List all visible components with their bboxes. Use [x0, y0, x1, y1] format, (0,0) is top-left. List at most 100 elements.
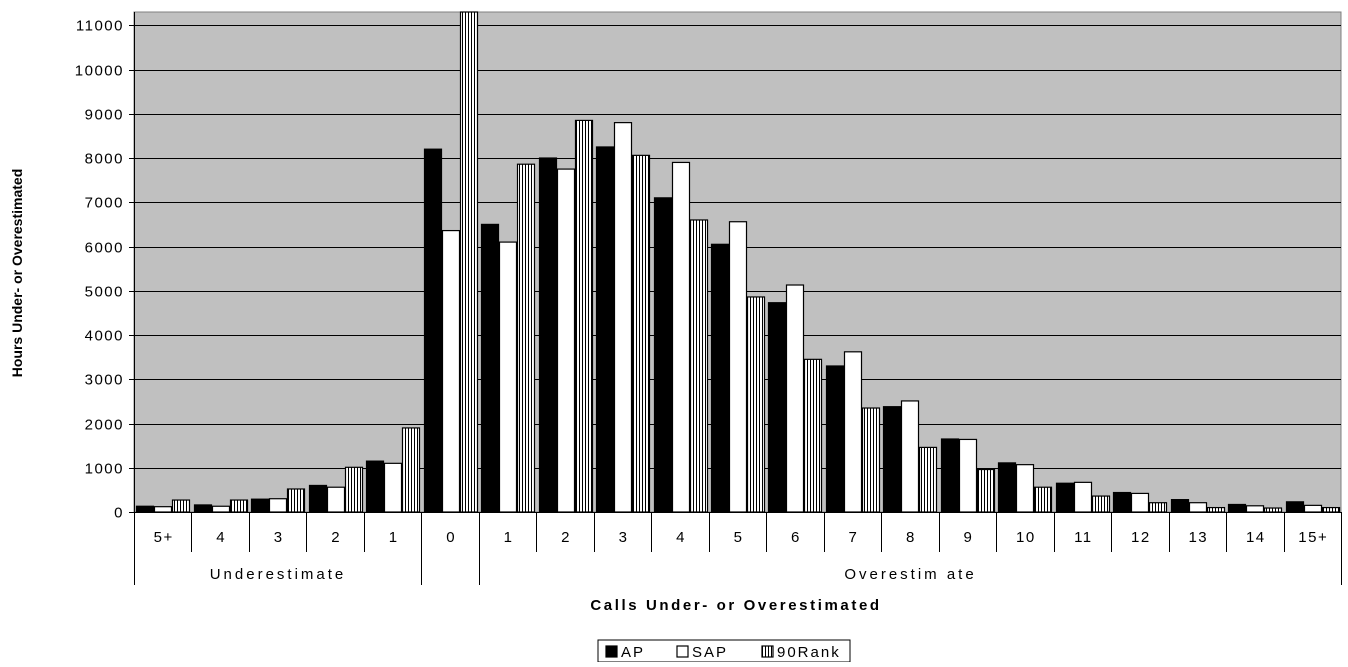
y-tick-label: 7000	[85, 195, 124, 212]
bar-ap-0	[135, 505, 155, 513]
bar-sap-8	[613, 122, 633, 513]
bar-ap-2	[250, 498, 270, 513]
x-tick-label: 0	[446, 529, 456, 546]
bar-90rank-20	[1321, 506, 1341, 513]
bar-90rank-5	[459, 11, 479, 513]
x-tick-label: 5+	[154, 529, 174, 546]
legend-swatch-ap	[605, 645, 618, 658]
bar-90rank-11	[803, 358, 823, 513]
legend: AP SAP 90Rank	[597, 639, 851, 663]
x-tick-label: 3	[619, 529, 629, 546]
x-tick-label: 5	[734, 529, 744, 546]
y-tick-label: 9000	[85, 107, 124, 124]
bar-sap-5	[441, 229, 461, 513]
bar-90rank-19	[1263, 507, 1283, 513]
legend-label-90rank: 90Rank	[777, 644, 841, 661]
bar-ap-1	[193, 504, 213, 513]
y-tick-label: 2000	[85, 417, 124, 434]
bar-ap-19	[1227, 503, 1247, 513]
bar-90rank-13	[918, 446, 938, 513]
bar-90rank-2	[286, 488, 306, 513]
bar-ap-14	[940, 438, 960, 513]
bar-ap-20	[1285, 501, 1305, 513]
bar-90rank-0	[171, 499, 191, 513]
x-tick-label: 15+	[1298, 529, 1328, 546]
bar-90rank-8	[631, 154, 651, 513]
bar-sap-20	[1303, 504, 1323, 513]
x-tick-label: 2	[331, 529, 341, 546]
x-axis-label: Calls Under- or Overestimated	[590, 597, 881, 614]
bar-ap-6	[480, 223, 500, 513]
bar-ap-13	[882, 406, 902, 513]
bar-ap-17	[1112, 491, 1132, 513]
x-tick-label: 14	[1246, 529, 1266, 546]
bar-sap-3	[326, 486, 346, 513]
bar-90rank-4	[401, 427, 421, 513]
bar-sap-11	[785, 284, 805, 513]
bar-90rank-3	[344, 466, 364, 513]
x-tick-label: 6	[791, 529, 801, 546]
bar-90rank-9	[689, 219, 709, 513]
y-tick-label: 8000	[85, 151, 124, 168]
bar-sap-16	[1073, 481, 1093, 513]
bar-sap-4	[383, 462, 403, 513]
legend-label-sap: SAP	[692, 644, 728, 661]
bar-ap-12	[825, 365, 845, 513]
bar-sap-18	[1188, 502, 1208, 513]
x-tick-label: 10	[1016, 529, 1036, 546]
x-tick-label: 1	[504, 529, 514, 546]
bars	[135, 11, 1341, 513]
bar-90rank-17	[1148, 502, 1168, 513]
axes: 0100020003000400050006000700080009000100…	[75, 12, 1342, 585]
axis-labels: Hours Under- or Overestimated Calls Unde…	[9, 169, 881, 614]
bar-sap-12	[843, 351, 863, 513]
bar-sap-6	[498, 241, 518, 513]
group-label: Underestimate	[210, 566, 347, 583]
bar-90rank-12	[861, 407, 881, 513]
group-label: Overestim ate	[844, 566, 976, 583]
bar-90rank-1	[229, 499, 249, 513]
bar-sap-17	[1130, 492, 1150, 513]
x-tick-label: 7	[849, 529, 859, 546]
x-tick-label: 2	[561, 529, 571, 546]
bar-ap-7	[538, 157, 558, 513]
bar-90rank-6	[516, 163, 536, 513]
bar-ap-18	[1170, 499, 1190, 513]
x-tick-label: 9	[963, 529, 973, 546]
bar-ap-11	[767, 302, 787, 513]
bar-90rank-10	[746, 296, 766, 513]
bar-ap-16	[1055, 482, 1075, 513]
y-tick-label: 6000	[85, 240, 124, 257]
bar-sap-2	[268, 498, 288, 513]
bar-ap-8	[595, 146, 615, 513]
bar-sap-1	[211, 505, 231, 513]
bar-sap-19	[1245, 505, 1265, 513]
bar-sap-15	[1015, 464, 1035, 513]
x-tick-label: 8	[906, 529, 916, 546]
bar-90rank-18	[1206, 506, 1226, 513]
y-tick-label: 5000	[85, 284, 124, 301]
x-tick-label: 3	[274, 529, 284, 546]
bar-ap-4	[365, 460, 385, 513]
x-tick-label: 13	[1188, 529, 1208, 546]
bar-sap-10	[728, 221, 748, 513]
bar-90rank-15	[1033, 486, 1053, 513]
bar-ap-9	[653, 197, 673, 513]
legend-swatch-sap	[676, 645, 689, 658]
x-tick-label: 12	[1131, 529, 1151, 546]
legend-swatch-90rank	[761, 645, 774, 658]
y-tick-label: 10000	[75, 63, 124, 80]
y-tick-label: 4000	[85, 328, 124, 345]
bar-90rank-14	[976, 468, 996, 513]
bar-90rank-16	[1091, 495, 1111, 513]
y-axis-label: Hours Under- or Overestimated	[9, 169, 25, 378]
bar-sap-7	[556, 168, 576, 513]
bar-ap-10	[710, 243, 730, 513]
y-tick-label: 3000	[85, 372, 124, 389]
bar-sap-14	[958, 438, 978, 513]
bar-sap-9	[671, 161, 691, 513]
bar-ap-5	[423, 148, 443, 513]
legend-label-ap: AP	[621, 644, 645, 661]
x-tick-label: 4	[216, 529, 226, 546]
